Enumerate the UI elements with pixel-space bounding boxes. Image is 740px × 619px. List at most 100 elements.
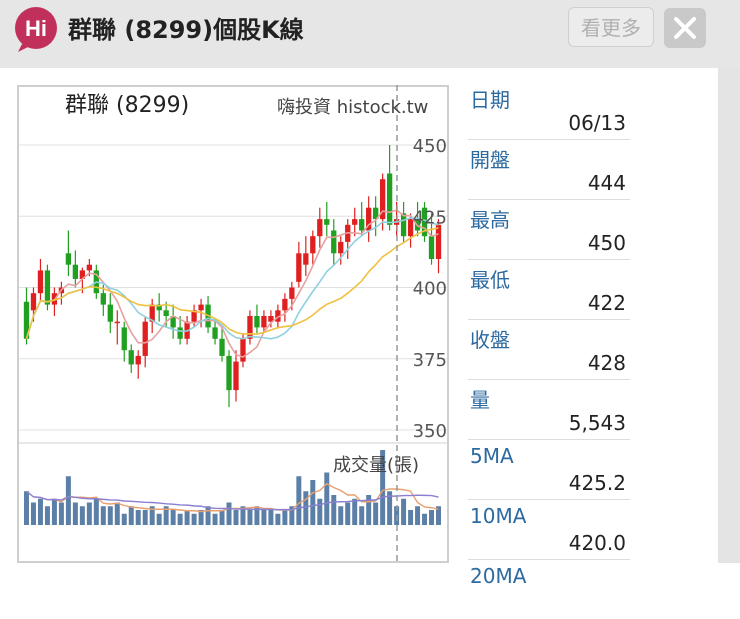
candle-body	[352, 219, 358, 225]
volume-bar	[51, 498, 57, 525]
volume-bar	[184, 510, 190, 525]
volume-bar	[121, 513, 127, 525]
more-button[interactable]: 看更多	[568, 7, 654, 47]
candle-body	[191, 310, 197, 322]
info-row: 收盤 428	[468, 320, 630, 380]
info-label: 最高	[470, 208, 510, 232]
info-row: 最低 422	[468, 260, 630, 320]
candle-body	[421, 207, 428, 237]
candle-body	[135, 355, 141, 365]
header-bar: Hi 群聯 (8299)個股K線 看更多	[0, 0, 740, 68]
volume-bar	[58, 502, 64, 525]
volume-bar	[135, 510, 141, 525]
volume-bar	[114, 502, 120, 525]
volume-bar	[408, 510, 414, 525]
info-label: 20MA	[470, 564, 527, 588]
info-panel: 日期 06/13 開盤 444 最高 450 最低 422 收盤 428 量 5…	[468, 80, 630, 619]
volume-bar	[247, 510, 253, 525]
candle-body	[128, 350, 134, 365]
volume-bar	[86, 502, 92, 525]
scrollbar[interactable]	[718, 68, 740, 563]
brand-label: 嗨投資 histock.tw	[277, 97, 429, 118]
candle-body	[386, 173, 393, 225]
candle-body	[317, 219, 323, 237]
ma5-line	[25, 209, 439, 358]
info-value: 450	[587, 231, 626, 255]
info-row: 20MA	[468, 560, 630, 619]
volume-bar	[107, 506, 113, 525]
volume-bar	[268, 510, 274, 525]
candle-body	[366, 207, 372, 231]
volume-bar	[345, 502, 351, 525]
candle-body	[100, 293, 106, 305]
volume-bar	[149, 506, 155, 525]
ma10-line	[25, 217, 439, 340]
volume-bar	[429, 510, 435, 525]
candle-body	[296, 253, 302, 282]
candle-body	[324, 219, 330, 225]
volume-bar	[282, 510, 288, 525]
info-label: 日期	[470, 88, 510, 112]
volume-bar	[24, 491, 29, 525]
candle-body	[219, 338, 225, 356]
volume-bar	[373, 502, 379, 525]
volume-bar	[156, 513, 162, 525]
price-tick-label: 350	[413, 421, 447, 442]
candle-body	[338, 241, 344, 254]
volume-bar	[205, 506, 211, 525]
candle-body	[149, 304, 155, 322]
candle-body	[282, 298, 288, 311]
candle-body	[303, 253, 309, 265]
info-row: 10MA 420.0	[468, 500, 630, 560]
candle-body	[86, 264, 92, 271]
candle-body	[400, 213, 407, 237]
candle-body	[177, 327, 183, 339]
candle-body	[435, 224, 442, 259]
volume-bar	[219, 510, 225, 525]
price-tick-label: 425	[413, 207, 447, 228]
candle-body	[379, 179, 386, 220]
volume-bar	[422, 513, 428, 525]
info-value: 06/13	[568, 111, 626, 135]
volume-bar	[100, 506, 106, 525]
volume-bar	[72, 502, 78, 525]
close-icon	[674, 17, 696, 39]
volume-bar	[142, 510, 148, 525]
info-value: 425.2	[568, 471, 626, 495]
candle-body	[156, 304, 162, 311]
candle-body	[310, 236, 316, 254]
price-tick-label: 375	[413, 350, 447, 371]
kline-chart[interactable]: 450 425 400 375 350 群聯 (8299) 嗨投資 histock.tw…	[17, 85, 449, 563]
chart-title: 群聯 (8299)	[65, 93, 190, 118]
candle-body	[275, 310, 281, 322]
volume-ma-line	[26, 490, 439, 511]
candle-body	[23, 301, 30, 339]
info-value: 5,543	[568, 411, 626, 435]
info-row: 最高 450	[468, 200, 630, 260]
page-title: 群聯 (8299)個股K線	[68, 16, 304, 44]
ma20-line	[25, 227, 439, 340]
close-button[interactable]	[664, 8, 706, 48]
logo-text: Hi	[25, 16, 47, 41]
candle-body	[44, 270, 51, 305]
volume-bar	[254, 506, 260, 525]
candle-body	[240, 338, 246, 362]
volume-bar	[338, 506, 344, 525]
candle-body	[428, 236, 435, 259]
candle-body	[254, 316, 260, 328]
volume-bar	[226, 502, 232, 525]
candle-body	[121, 327, 127, 351]
volume-bar	[324, 472, 330, 525]
info-value: 420.0	[568, 531, 626, 555]
candle-body	[198, 304, 204, 311]
candle-body	[212, 327, 218, 339]
candle-body	[359, 219, 365, 231]
volume-bar	[359, 506, 365, 525]
candle-body	[65, 253, 72, 265]
volume-bar	[37, 498, 43, 525]
volume-bar	[170, 510, 176, 525]
candle-body	[331, 230, 337, 254]
volume-bar	[261, 510, 267, 525]
candle-body	[163, 310, 169, 316]
volume-bar	[191, 513, 197, 525]
